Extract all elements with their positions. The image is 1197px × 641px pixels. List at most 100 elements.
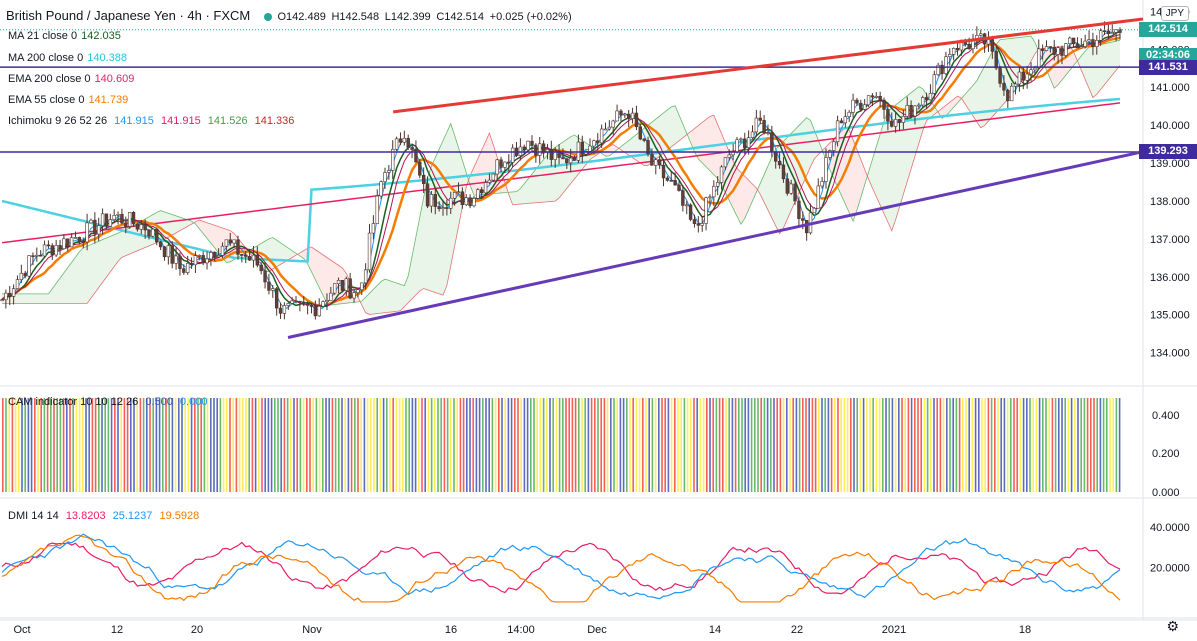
candle-body[interactable] xyxy=(472,198,476,207)
candle-body[interactable] xyxy=(727,154,731,158)
candle-body[interactable] xyxy=(23,272,27,277)
candle-body[interactable] xyxy=(213,252,217,258)
candle-body[interactable] xyxy=(0,299,4,302)
candle-body[interactable] xyxy=(719,166,724,183)
candle-body[interactable] xyxy=(538,143,542,156)
candle-body[interactable] xyxy=(913,105,917,117)
candle-body[interactable] xyxy=(534,144,538,156)
candle-body[interactable] xyxy=(1068,37,1072,44)
candle-body[interactable] xyxy=(93,219,97,235)
candle-body[interactable] xyxy=(1002,83,1006,91)
candle-body[interactable] xyxy=(344,278,348,291)
candle-body[interactable] xyxy=(58,245,62,250)
candle-body[interactable] xyxy=(97,225,101,235)
trendline-lower-channel[interactable] xyxy=(287,150,1144,339)
candle-body[interactable] xyxy=(797,200,801,219)
legend-ema200[interactable]: EMA 200 close 0 140.609 xyxy=(8,73,135,85)
candle-body[interactable] xyxy=(553,150,557,160)
candle-body[interactable] xyxy=(661,164,666,179)
candle-body[interactable] xyxy=(302,301,306,305)
candle-body[interactable] xyxy=(774,151,778,162)
candle-body[interactable] xyxy=(135,223,140,230)
candle-body[interactable] xyxy=(1009,85,1014,102)
candle-body[interactable] xyxy=(665,177,670,181)
candle-body[interactable] xyxy=(750,131,755,138)
candle-body[interactable] xyxy=(27,255,31,277)
candle-body[interactable] xyxy=(155,228,159,243)
candle-body[interactable] xyxy=(743,138,747,148)
candle-body[interactable] xyxy=(220,245,225,256)
candle-body[interactable] xyxy=(1083,40,1087,47)
candle-body[interactable] xyxy=(375,195,379,224)
candle-body[interactable] xyxy=(151,228,155,237)
candle-body[interactable] xyxy=(847,111,851,117)
candle-body[interactable] xyxy=(572,157,577,161)
candle-body[interactable] xyxy=(866,95,871,106)
candle-body[interactable] xyxy=(588,145,592,152)
candle-body[interactable] xyxy=(77,237,82,242)
candle-body[interactable] xyxy=(332,283,337,294)
candle-body[interactable] xyxy=(688,204,693,220)
candle-body[interactable] xyxy=(31,255,35,257)
candle-body[interactable] xyxy=(1060,47,1064,56)
candle-body[interactable] xyxy=(46,244,51,247)
candle-body[interactable] xyxy=(402,137,407,143)
candle-body[interactable] xyxy=(147,229,151,237)
symbol-title[interactable]: British Pound / Japanese Yen · 4h · FXCM xyxy=(6,8,251,23)
candle-body[interactable] xyxy=(549,149,554,160)
candle-body[interactable] xyxy=(197,255,201,257)
candle-body[interactable] xyxy=(828,150,832,158)
candle-body[interactable] xyxy=(449,197,453,209)
candle-body[interactable] xyxy=(69,237,74,248)
candle-body[interactable] xyxy=(1017,71,1022,85)
candle-body[interactable] xyxy=(924,97,929,101)
candle-body[interactable] xyxy=(712,185,716,198)
candle-body[interactable] xyxy=(967,43,971,50)
candle-body[interactable] xyxy=(611,120,615,128)
candle-body[interactable] xyxy=(592,140,596,147)
candle-body[interactable] xyxy=(905,105,909,117)
candle-body[interactable] xyxy=(476,189,480,199)
candle-body[interactable] xyxy=(1006,89,1010,102)
candle-body[interactable] xyxy=(1040,48,1045,51)
candle-body[interactable] xyxy=(42,244,47,257)
candle-body[interactable] xyxy=(139,224,143,230)
legend-ema55[interactable]: EMA 55 close 0 141.739 xyxy=(8,94,129,106)
candle-body[interactable] xyxy=(619,110,623,116)
candle-body[interactable] xyxy=(994,51,998,69)
candle-body[interactable] xyxy=(35,254,39,257)
candle-body[interactable] xyxy=(437,206,441,210)
candle-body[interactable] xyxy=(754,117,759,133)
candle-body[interactable] xyxy=(917,104,921,107)
candle-body[interactable] xyxy=(360,282,364,291)
candle-body[interactable] xyxy=(568,157,573,164)
candle-body[interactable] xyxy=(1079,46,1084,49)
candle-body[interactable] xyxy=(294,300,298,303)
candle-body[interactable] xyxy=(73,237,78,239)
candle-body[interactable] xyxy=(131,212,136,225)
candle-body[interactable] xyxy=(565,158,569,164)
settings-gear-icon[interactable]: ⚙ xyxy=(1166,618,1179,634)
candle-body[interactable] xyxy=(240,254,244,256)
candle-body[interactable] xyxy=(1075,43,1080,49)
candle-body[interactable] xyxy=(394,138,399,150)
candle-body[interactable] xyxy=(700,223,704,226)
candle-body[interactable] xyxy=(495,159,499,175)
legend-ichimoku[interactable]: Ichimoku 9 26 52 26 141.915 141.915 141.… xyxy=(8,115,295,127)
candle-body[interactable] xyxy=(19,272,24,280)
candle-body[interactable] xyxy=(669,180,673,182)
candle-body[interactable] xyxy=(835,120,840,143)
candle-body[interactable] xyxy=(1048,46,1053,48)
candle-body[interactable] xyxy=(673,180,677,186)
candle-body[interactable] xyxy=(1095,39,1099,47)
candle-body[interactable] xyxy=(789,183,793,194)
candle-body[interactable] xyxy=(704,197,708,224)
candle-body[interactable] xyxy=(100,213,105,227)
candle-body[interactable] xyxy=(623,113,627,116)
candle-body[interactable] xyxy=(483,182,488,194)
candle-body[interactable] xyxy=(62,238,66,250)
candle-body[interactable] xyxy=(936,64,940,76)
candle-body[interactable] xyxy=(166,245,171,258)
candle-body[interactable] xyxy=(298,300,302,303)
candle-body[interactable] xyxy=(507,161,511,164)
